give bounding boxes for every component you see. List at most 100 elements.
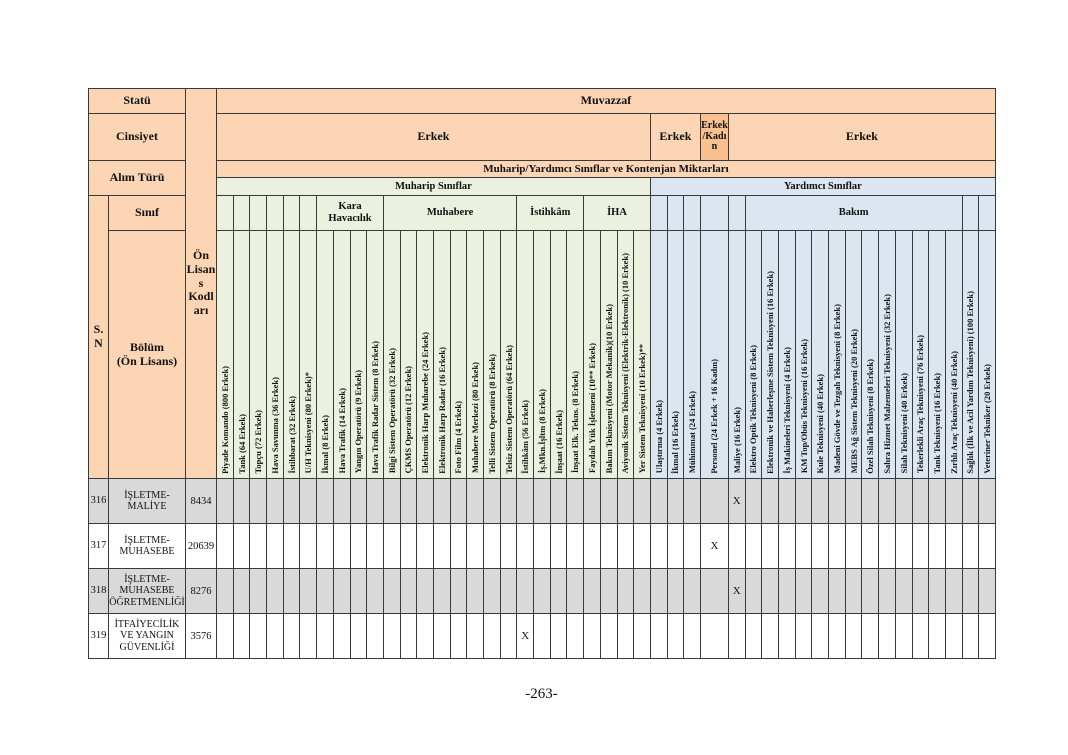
rotated-label-wrap: Telsiz Sistem Operatörü (64 Erkek) xyxy=(501,233,516,477)
quota-cell xyxy=(961,613,980,659)
cinsiyet-row: Cinsiyet Erkek Erkek Erkek/Kadın Erkek xyxy=(88,113,996,161)
quota-cell xyxy=(216,523,234,569)
quota-cell xyxy=(633,613,651,659)
quota-cell xyxy=(499,478,518,524)
rotated-column-label: Ulaştırma (4 Erkek) xyxy=(653,400,664,474)
quota-cell xyxy=(449,523,468,569)
quota-cell xyxy=(249,523,268,569)
rotated-label-wrap: İnşaat (16 Erkek) xyxy=(551,233,566,477)
rotated-column-label: Maliye (16 Erkek) xyxy=(731,407,742,474)
rotated-label-wrap: Bakım Teknisyeni (Motor Mekanik)(10 Erke… xyxy=(601,233,616,477)
rotated-label-wrap: Tekerlekli Araç Teknisyeni (76 Erkek) xyxy=(913,233,928,477)
column-header-cell: Elektro Optik Teknisyeni (8 Erkek) xyxy=(744,230,763,479)
rotated-label-wrap: Zırhlı Araç Teknisyeni (40 Erkek) xyxy=(946,233,961,477)
quota-cell xyxy=(349,613,368,659)
column-header-cell: Tank (64 Erkek) xyxy=(232,230,251,479)
on-lisans-kodlari-label: Ön Lisans Kodları xyxy=(185,88,217,479)
quota-cell xyxy=(878,568,896,614)
column-header-cell: Sahra Hizmet Malzemeleri Teknisyeni (32 … xyxy=(878,230,896,479)
quota-cell xyxy=(533,523,551,569)
quota-cell xyxy=(299,523,318,569)
quota-cell xyxy=(382,478,401,524)
quota-cell xyxy=(828,613,846,659)
rotated-column-label: Mühimmat (24 Erkek) xyxy=(686,391,697,474)
column-header-cell: Elektronik Harp Muharebe (24 Erkek) xyxy=(416,230,434,479)
kod-cell: 20639 xyxy=(185,523,217,569)
quota-cell xyxy=(844,478,863,524)
rotated-label-wrap: İkmal (8 Erkek) xyxy=(318,233,333,477)
bolum-cell: İŞLETME-MUHASEBE ÖĞRETMENLİĞİ xyxy=(108,568,186,614)
mark-cell: X xyxy=(727,568,746,614)
quota-cell xyxy=(583,613,601,659)
column-header-cell: Personel (24 Erkek + 16 Kadın) xyxy=(699,230,729,479)
quota-cell xyxy=(894,613,913,659)
quota-cell xyxy=(483,478,501,524)
quota-cell xyxy=(683,478,701,524)
rotated-column-label: Telli Sistem Operatörü (8 Erkek) xyxy=(486,353,497,474)
quota-cell xyxy=(516,478,535,524)
quota-cell xyxy=(282,478,301,524)
column-header-cell: Yangın Operatörü (9 Erkek) xyxy=(349,230,368,479)
quota-cell xyxy=(778,478,796,524)
mark-cell: X xyxy=(516,613,535,659)
rotated-label-wrap: Özel Silah Teknisyeni (8 Erkek) xyxy=(863,233,878,477)
quota-cell xyxy=(844,523,863,569)
rotated-label-wrap: İstihbarat (32 Erkek) xyxy=(284,233,299,477)
branch-group-spacer-cell xyxy=(727,195,746,231)
rotated-label-wrap: İstihkâm (56 Erkek) xyxy=(518,233,533,477)
rotated-column-label: Tank Teknisyeni (16 Erkek) xyxy=(931,372,942,474)
kontenjan-header: Muharip/Yardımcı Sınıflar ve Kontenjan M… xyxy=(216,160,996,178)
branch-group-spacer-cell xyxy=(666,195,685,231)
sn-label: S. N xyxy=(88,195,109,479)
quota-cell xyxy=(349,523,368,569)
rotated-label-wrap: ÇKMS Operatörü (12 Erkek) xyxy=(401,233,416,477)
quota-cell xyxy=(944,478,963,524)
quota-cell xyxy=(911,613,930,659)
quota-cell xyxy=(649,523,668,569)
column-header-cell: Ulaştırma (4 Erkek) xyxy=(649,230,668,479)
rotated-label-wrap: İş.Mkn.İşltm (8 Erkek) xyxy=(535,233,550,477)
quota-cell xyxy=(499,523,518,569)
rotated-label-wrap: Hava Trafik (14 Erkek) xyxy=(334,233,349,477)
quota-cell xyxy=(794,478,813,524)
column-header-cell: Hava Trafik Radar Sistem (8 Erkek) xyxy=(366,230,384,479)
quota-cell xyxy=(266,523,284,569)
rotated-label-wrap: U/H Teknisyeni (80 Erkek)* xyxy=(301,233,316,477)
rotated-column-label: Zırhlı Araç Teknisyeni (40 Erkek) xyxy=(948,350,959,474)
rotated-column-label: Hava Trafik Radar Sistem (8 Erkek) xyxy=(369,341,380,474)
branch-group-header: Bakım xyxy=(744,195,963,231)
bolum-label: Bölüm (Ön Lisans) xyxy=(108,230,186,479)
quota-cell xyxy=(978,613,996,659)
rotated-column-label: İş Makineleri Teknisyeni (4 Erkek) xyxy=(781,346,792,474)
quota-cell xyxy=(844,568,863,614)
quota-cell xyxy=(332,613,351,659)
branch-group-header: İHA xyxy=(583,195,651,231)
quota-cell xyxy=(549,613,568,659)
rotated-column-label: İnşaat (16 Erkek) xyxy=(553,409,564,474)
quota-cell xyxy=(727,613,746,659)
quota-cell xyxy=(416,478,434,524)
rotated-column-label: Madeni Gövde ve Tezgah Teknisyeni (8 Erk… xyxy=(831,304,842,474)
column-header-cell: Tekerlekli Araç Teknisyeni (76 Erkek) xyxy=(911,230,930,479)
branch-group-spacer-cell xyxy=(683,195,701,231)
branch-group-spacer-cell xyxy=(266,195,284,231)
column-header-cell: Mühimmat (24 Erkek) xyxy=(683,230,701,479)
quota-cell xyxy=(382,568,401,614)
quota-cell xyxy=(828,523,846,569)
rotated-column-label: Telsiz Sistem Operatörü (64 Erkek) xyxy=(503,344,514,474)
quota-cell xyxy=(432,568,451,614)
personnel-quota-table: Statü Ön Lisans Kodları Muvazzaf Cinsiyet Er… xyxy=(88,88,996,659)
quota-cell xyxy=(216,613,234,659)
rotated-column-label: Muhabere Merkezi (80 Erkek) xyxy=(469,362,480,474)
rotated-label-wrap: Bilgi Sistem Operatörü (32 Erkek) xyxy=(384,233,399,477)
bolum-cell: İŞLETME-MUHASEBE xyxy=(108,523,186,569)
gender-header: Erkek xyxy=(727,113,996,161)
rotated-label-wrap: İkmal (16 Erkek) xyxy=(668,233,683,477)
sn-cell: 318 xyxy=(88,568,109,614)
quota-cell xyxy=(466,613,484,659)
quota-cell xyxy=(861,478,880,524)
branch-group-spacer-cell xyxy=(282,195,301,231)
rotated-label-wrap: İnşaat Elk. Tekns. (8 Erkek) xyxy=(568,233,583,477)
quota-cell xyxy=(616,568,635,614)
quota-cell xyxy=(399,568,418,614)
